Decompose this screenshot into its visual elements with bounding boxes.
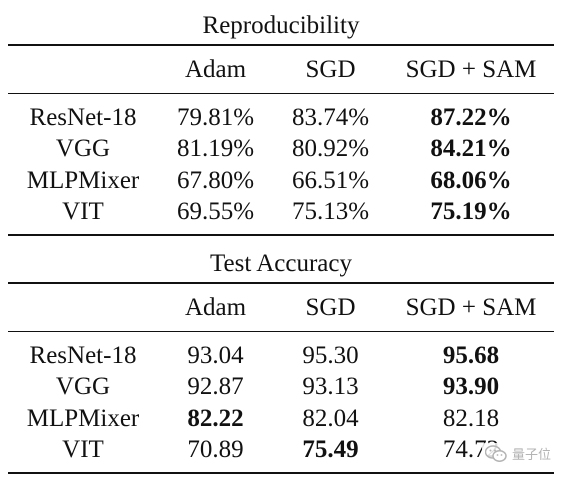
value-cell: 79.81%	[176, 103, 255, 131]
value-cell: 82.04	[302, 404, 359, 432]
top-rule	[8, 282, 554, 284]
value-cell: 84.21%	[430, 135, 512, 163]
model-name: VGG	[55, 373, 111, 401]
header-cell-adam: Adam	[184, 293, 247, 321]
value-cell: 81.19%	[176, 135, 255, 163]
table-row: VIT 70.89 75.49 74.72	[8, 435, 554, 467]
mid-rule	[8, 331, 554, 332]
table-row: ResNet-18 79.81% 83.74% 87.22%	[8, 102, 554, 134]
model-name: MLPMixer	[26, 166, 140, 194]
model-name: VIT	[62, 198, 104, 226]
value-cell: 75.49	[302, 436, 359, 464]
header-cell-sgd: SGD	[305, 55, 356, 83]
value-cell: 93.04	[187, 341, 244, 369]
test-accuracy-table: Test Accuracy Adam SGD SGD + SAM ResNet-…	[8, 246, 554, 474]
value-cell: 82.22	[187, 404, 244, 432]
value-cell: 93.13	[302, 373, 359, 401]
value-cell: 93.90	[442, 373, 500, 401]
value-cell: 95.68	[442, 341, 500, 369]
value-cell: 92.87	[187, 373, 244, 401]
model-name: ResNet-18	[29, 103, 137, 131]
table-row: VGG 81.19% 80.92% 84.21%	[8, 134, 554, 166]
model-name: VIT	[62, 436, 104, 464]
watermark: 量子位	[481, 443, 554, 464]
model-name: VGG	[55, 135, 111, 163]
header-cell-sgd-sam: SGD + SAM	[405, 293, 537, 321]
top-rule	[8, 44, 554, 46]
value-cell: 83.74%	[291, 103, 370, 131]
header-cell-sgd: SGD	[305, 293, 356, 321]
value-cell: 95.30	[302, 341, 359, 369]
wechat-icon	[484, 444, 507, 463]
table-row: MLPMixer 82.22 82.04 82.18	[8, 403, 554, 435]
watermark-text: 量子位	[511, 448, 551, 463]
header-cell-adam: Adam	[184, 55, 247, 83]
value-cell: 67.80%	[176, 166, 255, 194]
table-caption: Test Accuracy	[210, 250, 352, 277]
header-cell-sgd-sam: SGD + SAM	[405, 55, 537, 83]
table-row: MLPMixer 67.80% 66.51% 68.06%	[8, 165, 554, 197]
value-cell: 70.89	[187, 436, 244, 464]
table-row: VIT 69.55% 75.13% 75.19%	[8, 197, 554, 229]
header-row: Adam SGD SGD + SAM	[8, 46, 554, 93]
value-cell: 75.19%	[430, 198, 512, 226]
bottom-rule	[8, 472, 554, 474]
value-cell: 80.92%	[291, 135, 370, 163]
table-row: VGG 92.87 93.13 93.90	[8, 372, 554, 404]
value-cell: 68.06%	[430, 166, 512, 194]
header-row: Adam SGD SGD + SAM	[8, 284, 554, 331]
bottom-rule	[8, 234, 554, 236]
value-cell: 87.22%	[430, 103, 512, 131]
value-cell: 69.55%	[176, 198, 255, 226]
value-cell: 75.13%	[291, 198, 370, 226]
model-name: MLPMixer	[26, 404, 140, 432]
mid-rule	[8, 93, 554, 94]
value-cell: 82.18	[442, 404, 500, 432]
model-name: ResNet-18	[29, 341, 137, 369]
value-cell: 66.51%	[291, 166, 370, 194]
reproducibility-table: Reproducibility Adam SGD SGD + SAM ResNe…	[8, 8, 554, 236]
table-caption: Reproducibility	[202, 12, 360, 39]
table-row: ResNet-18 93.04 95.30 95.68	[8, 340, 554, 372]
